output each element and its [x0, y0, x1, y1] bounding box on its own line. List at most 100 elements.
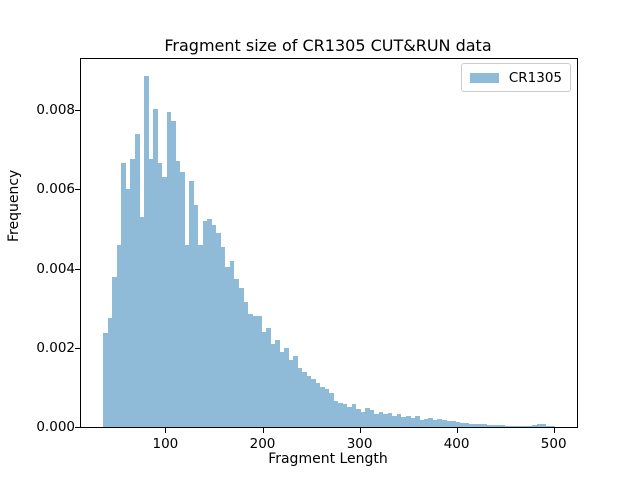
histogram-bar — [405, 415, 411, 427]
histogram-bar — [482, 424, 488, 427]
histogram-bar — [387, 413, 393, 427]
histogram-bar — [297, 367, 303, 427]
histogram-bar — [234, 278, 240, 427]
histogram-bar — [162, 177, 167, 427]
histogram-bar — [243, 302, 249, 427]
y-tick-label: 0.006 — [36, 181, 75, 198]
histogram-bar — [550, 426, 555, 427]
histogram-bar — [342, 404, 348, 427]
histogram-bar — [532, 425, 537, 427]
histogram-bar — [180, 172, 185, 427]
histogram-bar — [202, 221, 208, 427]
histogram-bar — [143, 76, 149, 427]
histogram-bar — [193, 205, 199, 427]
histogram-bar — [523, 426, 528, 427]
histogram-bar — [505, 425, 510, 427]
histogram-bar — [338, 403, 343, 427]
histogram-bar — [360, 411, 366, 427]
histogram-bar — [211, 224, 217, 427]
x-tick-label: 500 — [540, 436, 567, 452]
histogram-bar — [220, 247, 226, 427]
histogram-bar — [347, 407, 352, 427]
histogram-bar — [374, 413, 379, 427]
histogram-bar — [319, 387, 325, 427]
histogram-bar — [171, 120, 176, 427]
y-tick-mark — [75, 189, 80, 191]
histogram-bar — [301, 371, 307, 427]
histogram-bar — [378, 411, 384, 427]
histogram-bar — [112, 276, 118, 427]
histogram-bar — [477, 424, 483, 427]
histogram-bar — [392, 415, 397, 427]
histogram-bar — [189, 181, 194, 427]
histogram-bar — [270, 343, 276, 427]
histogram-bar — [356, 408, 361, 427]
histogram-bar — [166, 111, 172, 427]
histogram-bar — [536, 423, 542, 427]
histogram-bar — [148, 159, 154, 427]
histogram-bar — [333, 401, 339, 427]
histogram-bar — [509, 425, 515, 427]
histogram-bar — [468, 423, 474, 427]
histogram-bar — [107, 317, 113, 427]
histogram-bar — [369, 410, 375, 427]
histogram-bar — [541, 424, 546, 427]
histogram-bar — [383, 414, 388, 427]
histogram-bar — [351, 404, 357, 427]
plot-area: 100 200 300 400 500 0.000 0.002 0.004 0.006 0.00… — [36, 58, 578, 452]
histogram-bar — [496, 425, 501, 427]
x-tick-label: 200 — [249, 436, 276, 452]
histogram-bar — [252, 316, 258, 427]
y-tick-mark — [75, 110, 80, 112]
histogram-bar — [329, 393, 334, 427]
histogram-bar — [225, 267, 230, 427]
x-tick-mark — [553, 428, 555, 433]
y-tick-label: 0.004 — [36, 260, 75, 277]
chart-title: Fragment size of CR1305 CUT&RUN data — [164, 36, 492, 55]
histogram-bar — [256, 316, 262, 427]
histogram-bar — [491, 425, 497, 427]
histogram-bar — [500, 425, 506, 427]
legend-swatch-icon — [469, 72, 499, 83]
histogram-bar — [229, 260, 235, 427]
histogram-bar — [428, 417, 434, 427]
histogram-bar — [116, 244, 122, 427]
histogram-bar — [473, 423, 479, 427]
histogram-bar — [288, 359, 294, 427]
histogram-bar — [125, 188, 131, 427]
histogram-bar — [130, 159, 136, 427]
x-tick-label: 100 — [152, 436, 179, 452]
y-axis-label-text: Frequency — [6, 169, 22, 242]
x-tick-mark — [262, 428, 264, 433]
histogram-bar — [121, 163, 127, 427]
x-tick-label: 400 — [443, 436, 470, 452]
histogram-bar — [464, 423, 470, 427]
y-tick-label: 0.008 — [36, 102, 75, 119]
histogram-bar — [518, 426, 524, 427]
histogram-bar — [446, 421, 452, 427]
x-axis-label: Fragment Length — [268, 451, 388, 467]
y-tick-label: 0.000 — [36, 419, 75, 435]
histogram-bar — [455, 422, 461, 427]
histogram-bar — [274, 339, 280, 427]
histogram-bar — [283, 347, 289, 427]
y-tick-mark — [75, 427, 80, 428]
legend-label: CR1305 — [508, 69, 562, 86]
histogram-bar — [545, 425, 551, 427]
histogram-bar — [247, 314, 253, 427]
histogram-bars — [81, 59, 577, 427]
histogram-bar — [198, 244, 203, 427]
histogram-bar — [414, 416, 420, 427]
histogram-bar — [450, 421, 456, 427]
histogram-bar — [310, 379, 316, 427]
histogram-bar — [238, 287, 244, 427]
histogram-bar — [486, 425, 492, 427]
y-tick-label: 0.002 — [36, 339, 75, 356]
histogram-bar — [441, 420, 447, 427]
histogram-bar — [365, 408, 370, 427]
histogram-bar — [306, 375, 312, 427]
histogram-bar — [527, 426, 533, 427]
histogram-bar — [514, 426, 519, 427]
histogram-bar — [103, 332, 109, 427]
histogram-bar — [279, 351, 285, 427]
